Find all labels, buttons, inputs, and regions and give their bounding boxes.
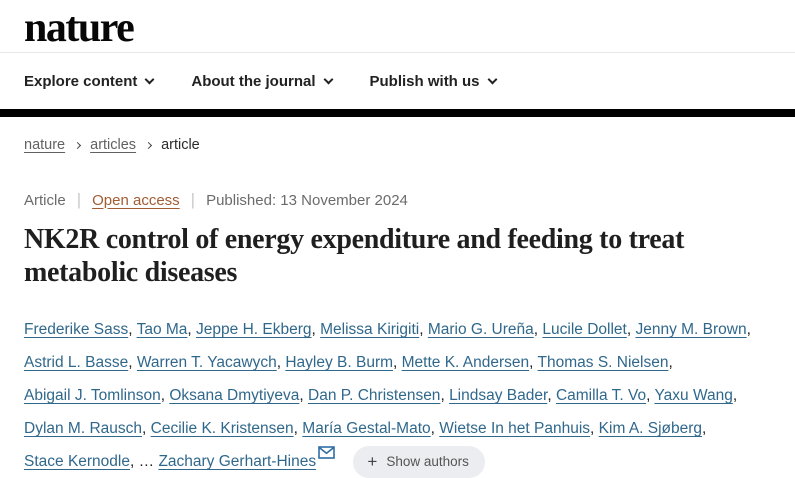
author-separator: , [130,453,139,471]
chevron-down-icon [323,74,333,84]
author-list: Frederike Sass, Tao Ma, Jeppe H. Ekberg,… [24,321,751,470]
author-ellipsis: … [138,453,155,471]
author-separator: , [590,420,599,438]
meta-divider: | [190,190,196,209]
author-link[interactable]: Mette K. Andersen [401,354,530,372]
author-link[interactable]: Kim A. Sjøberg [598,420,703,438]
chevron-down-icon [487,74,497,84]
author-separator: , [160,387,170,405]
header-divider-bar [0,109,795,117]
article-content: nature articles article Article | Open a… [0,137,795,478]
author-separator: , [128,354,137,372]
author-link[interactable]: Wietse In het Panhuis [439,420,591,438]
author-link[interactable]: Dylan M. Rausch [24,420,143,438]
author-separator: , [419,321,428,339]
author-separator: , [732,387,738,405]
author-separator: , [430,420,440,438]
show-authors-label: Show authors [386,454,469,470]
show-authors-button[interactable]: + Show authors [353,446,485,478]
corresponding-author-link[interactable]: Zachary Gerhart-Hines [158,453,317,471]
author-separator: , [142,420,151,438]
author-link[interactable]: Oksana Dmytiyeva [169,387,300,405]
nav-about-the-journal[interactable]: About the journal [191,72,333,90]
article-type-label: Article [24,191,66,209]
chevron-down-icon [144,74,155,84]
author-link[interactable]: Warren T. Yacawych [136,354,277,372]
author-separator: , [646,387,655,405]
open-access-link[interactable]: Open access [92,191,180,209]
author-link[interactable]: Tao Ma [136,321,188,339]
plus-icon: + [367,452,378,472]
author-separator: , [547,387,556,405]
author-separator: , [299,387,309,405]
logo-band: nature [0,0,795,53]
author-link[interactable]: Abigail J. Tomlinson [24,387,161,405]
page-title: NK2R control of energy expenditure and f… [24,224,685,289]
breadcrumb-article: article [161,137,200,153]
author-link[interactable]: Jenny M. Brown [635,321,747,339]
article-meta-row: Article | Open access | Published: 13 No… [24,190,771,210]
author-separator: , [529,354,538,372]
author-link[interactable]: Thomas S. Nielsen [537,354,669,372]
author-link[interactable]: Lucile Dollet [542,321,627,339]
author-link[interactable]: Stace Kernodle [24,453,130,471]
author-link[interactable]: Jeppe H. Ekberg [196,321,312,339]
author-link[interactable]: Cecilie K. Kristensen [150,420,294,438]
meta-divider: | [76,190,82,209]
author-link[interactable]: Camilla T. Vo [555,387,647,405]
author-separator: , [293,420,303,438]
author-link[interactable]: Astrid L. Basse [24,354,129,372]
author-list-paragraph: Frederike Sass, Tao Ma, Jeppe H. Ekberg,… [24,313,771,478]
author-link[interactable]: María Gestal-Mato [302,420,431,438]
author-link[interactable]: Melissa Kirigiti [320,321,420,339]
author-separator: , [440,387,450,405]
published-date: Published: 13 November 2024 [206,191,408,209]
nature-logo[interactable]: nature [24,5,135,51]
breadcrumb: nature articles article [24,137,771,153]
nav-publish-with-us-label: Publish with us [369,72,480,90]
author-separator: , [311,321,321,339]
nav-publish-with-us[interactable]: Publish with us [369,72,497,90]
nav-explore-content-label: Explore content [24,72,138,90]
author-separator: , [668,354,673,372]
author-separator: , [187,321,197,339]
author-separator: , [702,420,707,438]
author-link[interactable]: Yaxu Wang [654,387,733,405]
main-nav: Explore content About the journal Publis… [0,53,795,109]
author-link[interactable]: Hayley B. Burm [285,354,394,372]
email-envelope-icon[interactable] [318,446,335,459]
breadcrumb-nature[interactable]: nature [24,137,66,153]
breadcrumb-articles[interactable]: articles [90,137,137,153]
author-link[interactable]: Mario G. Ureña [427,321,534,339]
author-separator: , [746,321,751,339]
author-link[interactable]: Lindsay Bader [449,387,548,405]
author-separator: , [626,321,636,339]
nav-explore-content[interactable]: Explore content [24,72,155,90]
author-separator: , [128,321,137,339]
site-header: nature Explore content About the journal… [0,0,795,117]
chevron-right-icon [74,141,82,149]
author-separator: , [393,354,402,372]
author-link[interactable]: Dan P. Christensen [308,387,441,405]
author-link[interactable]: Frederike Sass [24,321,129,339]
nav-about-the-journal-label: About the journal [191,72,316,90]
author-separator: , [533,321,543,339]
chevron-right-icon [145,141,153,149]
author-separator: , [276,354,286,372]
